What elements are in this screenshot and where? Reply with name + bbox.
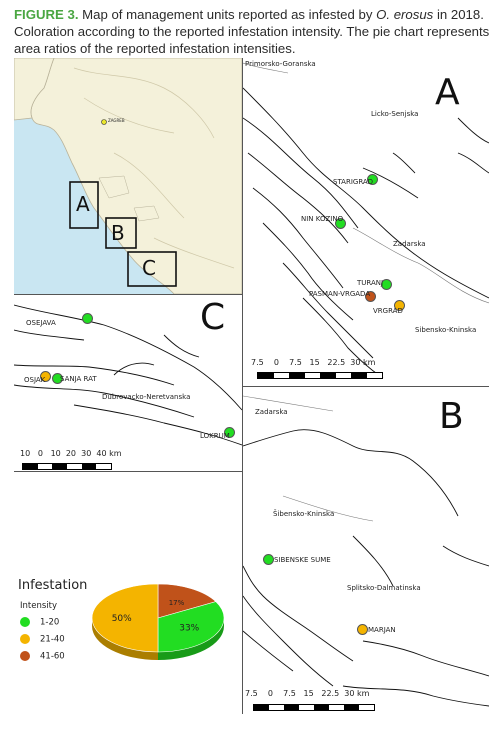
inset-letter-b: B <box>111 221 125 245</box>
map-panel-c: C Dubrovacko-Neretvanska OSEJAVA OSJAK S… <box>14 294 242 472</box>
unit-label: PASMAN-VRGADA <box>309 290 371 298</box>
legend-item-mid: 21-40 <box>20 634 65 645</box>
pie-slice-1-20 <box>157 601 225 653</box>
region-label: Primorsko-Goranska <box>245 60 316 68</box>
pie-side-21-40 <box>92 618 158 660</box>
legend-swatch <box>20 617 30 627</box>
legend-title: Infestation <box>18 578 88 593</box>
legend-subtitle: Intensity <box>20 601 57 611</box>
panel-b-coastline <box>243 395 489 707</box>
legend-swatch <box>20 634 30 644</box>
infestation-pie-chart: 17% 33% 50% <box>91 583 225 660</box>
inset-letter-a: A <box>76 192 90 216</box>
inset-box-b <box>105 217 137 249</box>
unit-label: NIN KOZINO <box>301 215 344 223</box>
panel-c-letter: C <box>200 297 226 338</box>
unit-marker-marjan[interactable] <box>357 624 368 635</box>
unit-marker-pasman-vrgada[interactable] <box>365 291 376 302</box>
scale-label: 7.5 0 7.5 15 22.5 30 km <box>251 358 376 367</box>
region-label: Zadarska <box>255 408 288 416</box>
unit-label: STARIGRAD <box>333 178 374 186</box>
unit-marker-sanja-rat[interactable] <box>52 373 63 384</box>
pie-label-21-40: 50% <box>112 614 132 624</box>
pie-label-1-20: 33% <box>179 624 199 634</box>
species-name: O. erosus <box>376 7 434 22</box>
pie-side-1-20 <box>158 618 224 660</box>
inset-capital-label: ZAGREB <box>108 118 125 123</box>
caption-text-2: in 2018. Coloration according to the rep… <box>14 7 490 56</box>
pie-slice-41-60 <box>157 583 217 619</box>
region-label: Dubrovacko-Neretvanska <box>102 393 191 401</box>
caption-text-1: Map of management units reported as infe… <box>78 7 377 22</box>
capital-icon <box>101 119 107 125</box>
region-label: Zadarska <box>393 240 426 248</box>
unit-marker-sibenske-sume[interactable] <box>263 554 274 565</box>
unit-label: TURANJ <box>357 279 384 287</box>
scale-label: 7.5 0 7.5 15 22.5 30 km <box>245 689 370 698</box>
legend-swatch <box>20 651 30 661</box>
legend-item-low: 1-20 <box>20 617 59 628</box>
panel-a-letter: A <box>435 72 460 113</box>
pie-label-41-60: 17% <box>169 599 185 607</box>
inset-map-svg <box>14 58 242 294</box>
pie-slice-21-40 <box>91 583 159 653</box>
unit-marker-vrgrad[interactable] <box>394 300 405 311</box>
region-label: Splitsko-Dalmatinska <box>347 584 421 592</box>
unit-label: SANJA RAT <box>60 375 97 383</box>
panel-a-coastline <box>243 62 489 379</box>
unit-marker-lokrum[interactable] <box>224 427 235 438</box>
unit-marker-nin-kozino[interactable] <box>335 218 346 229</box>
unit-marker-osejava[interactable] <box>82 313 93 324</box>
unit-marker-turanj[interactable] <box>381 279 392 290</box>
scale-bar <box>257 372 383 379</box>
figure-caption: FIGURE 3. Map of management units report… <box>14 6 490 57</box>
legend-item-high: 41-60 <box>20 651 65 662</box>
inset-map: ZAGREB A B C <box>14 58 242 294</box>
unit-label: SIBENSKE SUME <box>274 556 331 564</box>
map-panel-a: A Primorsko-Goranska Licko-Senjska Zadar… <box>242 58 489 387</box>
scale-bar <box>22 463 112 470</box>
unit-label: MARJAN <box>368 626 396 634</box>
unit-label: VRGRAD <box>373 307 403 315</box>
unit-label: OSJAK <box>24 376 46 384</box>
region-label: Sibensko-Kninska <box>415 326 477 334</box>
scale-bar <box>253 704 375 711</box>
inset-box-a <box>69 181 99 229</box>
region-label: Licko-Senjska <box>371 110 419 118</box>
unit-label: OSEJAVA <box>26 319 56 327</box>
map-panel-b: B Zadarska Šibensko-Kninska Splitsko-Dal… <box>242 386 489 714</box>
scale-label: 10 0 10 20 30 40 km <box>20 449 122 458</box>
region-label: Šibensko-Kninska <box>273 510 335 518</box>
panel-c-coastline <box>14 304 242 446</box>
unit-marker-osjak[interactable] <box>40 371 51 382</box>
inset-box-c <box>127 251 177 287</box>
figure-number: FIGURE 3. <box>14 7 79 22</box>
unit-label: LOKRUM <box>200 432 230 440</box>
inset-letter-c: C <box>142 256 156 280</box>
panel-b-letter: B <box>439 396 464 437</box>
unit-marker-starigrad[interactable] <box>367 174 378 185</box>
